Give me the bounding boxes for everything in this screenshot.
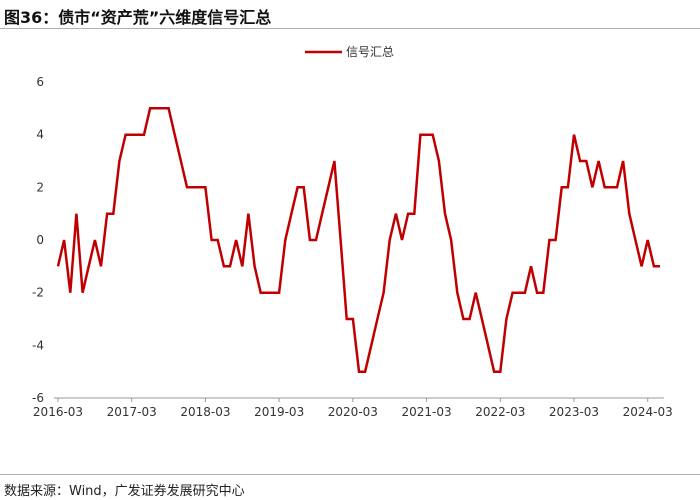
x-tick-label: 2021-03: [402, 405, 452, 419]
y-tick-label: -2: [32, 286, 44, 300]
source-note: 数据来源：Wind，广发证券发展研究中心: [4, 484, 245, 499]
y-tick-label: 6: [36, 75, 44, 89]
series-layer: [56, 107, 660, 373]
x-tick-label: 2016-03: [33, 405, 83, 419]
x-tick-label: 2019-03: [254, 405, 304, 419]
title-divider: [0, 28, 700, 29]
data-points: [57, 107, 661, 373]
x-tick-label: 2018-03: [180, 405, 230, 419]
x-tick-label: 2017-03: [107, 405, 157, 419]
x-axis: 2016-03 2017-03 2018-03 2019-03 2020-03 2021-…: [33, 397, 673, 419]
x-tick-label: 2020-03: [328, 405, 378, 419]
y-tick-label: 2: [36, 180, 44, 194]
x-tick-label: 2024-03: [623, 405, 673, 419]
y-tick-label: 4: [36, 128, 44, 142]
legend-label: 信号汇总: [346, 45, 394, 59]
figure-header: 图36：债市“资产荒”六维度信号汇总: [0, 0, 700, 30]
y-tick-label: -6: [32, 391, 44, 405]
y-tick-label: 0: [36, 233, 44, 247]
y-axis: -6 -4 -2 0 2 4 6: [32, 75, 44, 405]
footer-divider: [0, 474, 700, 475]
y-tick-label: -4: [32, 338, 44, 352]
figure-title: 图36：债市“资产荒”六维度信号汇总: [4, 8, 272, 27]
x-tick-label: 2022-03: [475, 405, 525, 419]
series-line-signal-summary: [56, 107, 660, 373]
x-tick-label: 2023-03: [549, 405, 599, 419]
legend: 信号汇总: [305, 45, 394, 59]
